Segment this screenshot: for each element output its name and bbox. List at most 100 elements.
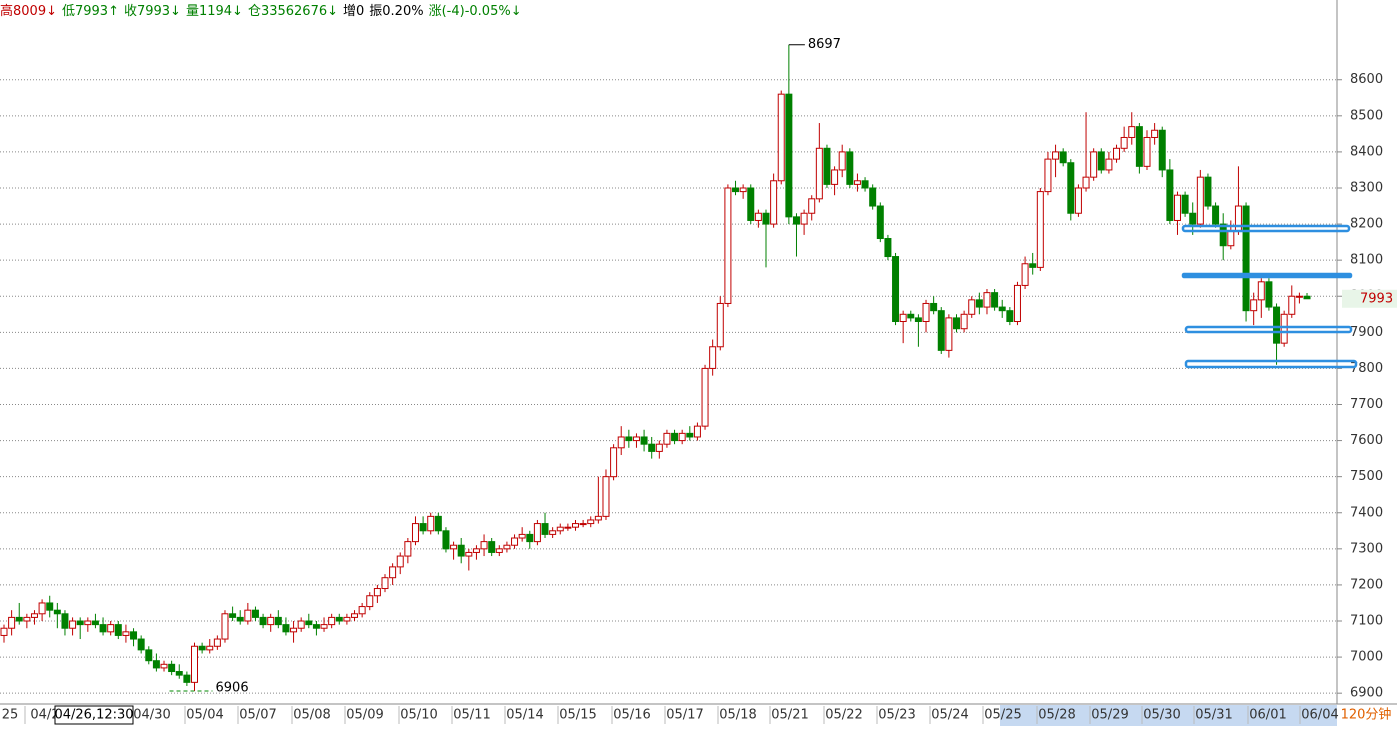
candle-body — [792, 216, 800, 225]
y-tick-label: 8600 — [1350, 72, 1383, 87]
candle-body — [503, 544, 511, 550]
candle-body — [1090, 151, 1098, 178]
candle-body — [305, 620, 313, 626]
level-box — [1184, 359, 1358, 369]
candle-body — [1067, 162, 1075, 214]
candle-body — [975, 299, 983, 308]
candle-body — [1166, 169, 1174, 221]
candle-body — [1280, 313, 1288, 344]
x-tick-label: 05/17 — [666, 708, 703, 723]
candle-body — [884, 238, 892, 258]
candle-body — [1257, 281, 1265, 301]
candle-body — [518, 533, 526, 539]
candle-body — [1113, 147, 1121, 160]
candle-body — [754, 212, 762, 221]
candle-body — [556, 526, 564, 532]
candle-body — [404, 541, 412, 557]
candle-body — [30, 613, 38, 618]
candle-body — [1234, 205, 1242, 232]
x-tick-label: 06/01 — [1249, 708, 1286, 723]
candle-body — [358, 606, 366, 615]
candle-body — [1074, 187, 1082, 214]
x-tick-label: 05/24 — [931, 708, 968, 723]
header-item: 量1194↓ — [186, 4, 243, 19]
candle-body — [892, 256, 900, 323]
x-tick-label: 05/22 — [825, 708, 862, 723]
candle-body — [899, 313, 907, 323]
candle-body — [183, 674, 191, 683]
candle-body — [930, 302, 938, 312]
candle-body — [983, 292, 991, 308]
candle-body — [137, 638, 145, 651]
candle-body — [1135, 126, 1143, 167]
y-tick-label: 7200 — [1350, 577, 1383, 592]
x-tick-label: 06/04 — [1301, 708, 1338, 723]
candle-body — [107, 624, 115, 633]
y-tick-label: 7300 — [1350, 541, 1383, 556]
y-tick-label: 8200 — [1350, 217, 1383, 232]
candle-body — [23, 616, 31, 622]
candle-body — [1204, 176, 1212, 207]
candle-body — [838, 151, 846, 171]
candle-body — [960, 313, 968, 330]
candle-body — [191, 645, 198, 683]
candle-body — [145, 649, 153, 662]
header-item: 收7993↓ — [124, 4, 181, 19]
candle-body — [1052, 151, 1060, 160]
candle-body — [1303, 295, 1311, 300]
candle-body — [472, 548, 480, 553]
candle-body — [442, 530, 450, 550]
candle-body — [1273, 306, 1281, 344]
candle-body — [1021, 263, 1029, 286]
candle-body — [701, 367, 709, 427]
candle-body — [1242, 205, 1250, 312]
candle-body — [495, 548, 503, 553]
last-price-box — [1342, 289, 1397, 308]
header-item: 高8009↓ — [0, 3, 57, 19]
candle-body — [1006, 310, 1014, 323]
candle-body — [122, 631, 130, 636]
x-tick-label: 05/07 — [239, 708, 276, 723]
candle-body — [953, 317, 960, 330]
candle-body — [1227, 230, 1235, 247]
last-price-label: 7993 — [1360, 291, 1393, 306]
candle-body — [1105, 158, 1113, 171]
period-label: 120分钟 — [1341, 707, 1392, 723]
y-tick-label: 8500 — [1350, 108, 1383, 123]
level-box — [1181, 224, 1351, 233]
candle-body — [1158, 129, 1166, 171]
high-annotation: 8697 — [808, 37, 841, 52]
candle-body — [1295, 295, 1303, 298]
candle-body — [663, 432, 671, 445]
candle-body — [236, 616, 244, 622]
candle-body — [1059, 151, 1067, 164]
x-tick-label: 05/10 — [400, 708, 437, 723]
candle-body — [526, 533, 534, 543]
candle-body — [777, 93, 785, 182]
candle-body — [861, 180, 869, 189]
x-tick-label: 05/18 — [719, 708, 756, 723]
candle-body — [602, 476, 610, 517]
candle-body — [617, 436, 625, 449]
candle-body — [747, 187, 755, 221]
candle-body — [1013, 284, 1021, 323]
candle-body — [152, 660, 160, 669]
candle-body — [564, 526, 572, 529]
candle-body — [968, 299, 976, 315]
y-tick-label: 7500 — [1350, 469, 1383, 484]
candle-body — [396, 555, 404, 568]
candle-body — [61, 613, 69, 629]
selection-range — [1000, 705, 1337, 726]
y-tick-label: 8300 — [1350, 180, 1383, 195]
candle-body — [739, 187, 747, 193]
candle-body — [1128, 126, 1136, 138]
candle-body — [84, 620, 92, 626]
candle-body — [320, 624, 328, 629]
candle-body — [610, 447, 618, 478]
header-item: 振0.20% — [369, 4, 423, 19]
x-tick-label: 05/25 — [984, 708, 1021, 723]
header-item: 仓33562676↓ — [248, 4, 338, 19]
candle-body — [1189, 212, 1197, 225]
candle-body — [76, 620, 84, 626]
